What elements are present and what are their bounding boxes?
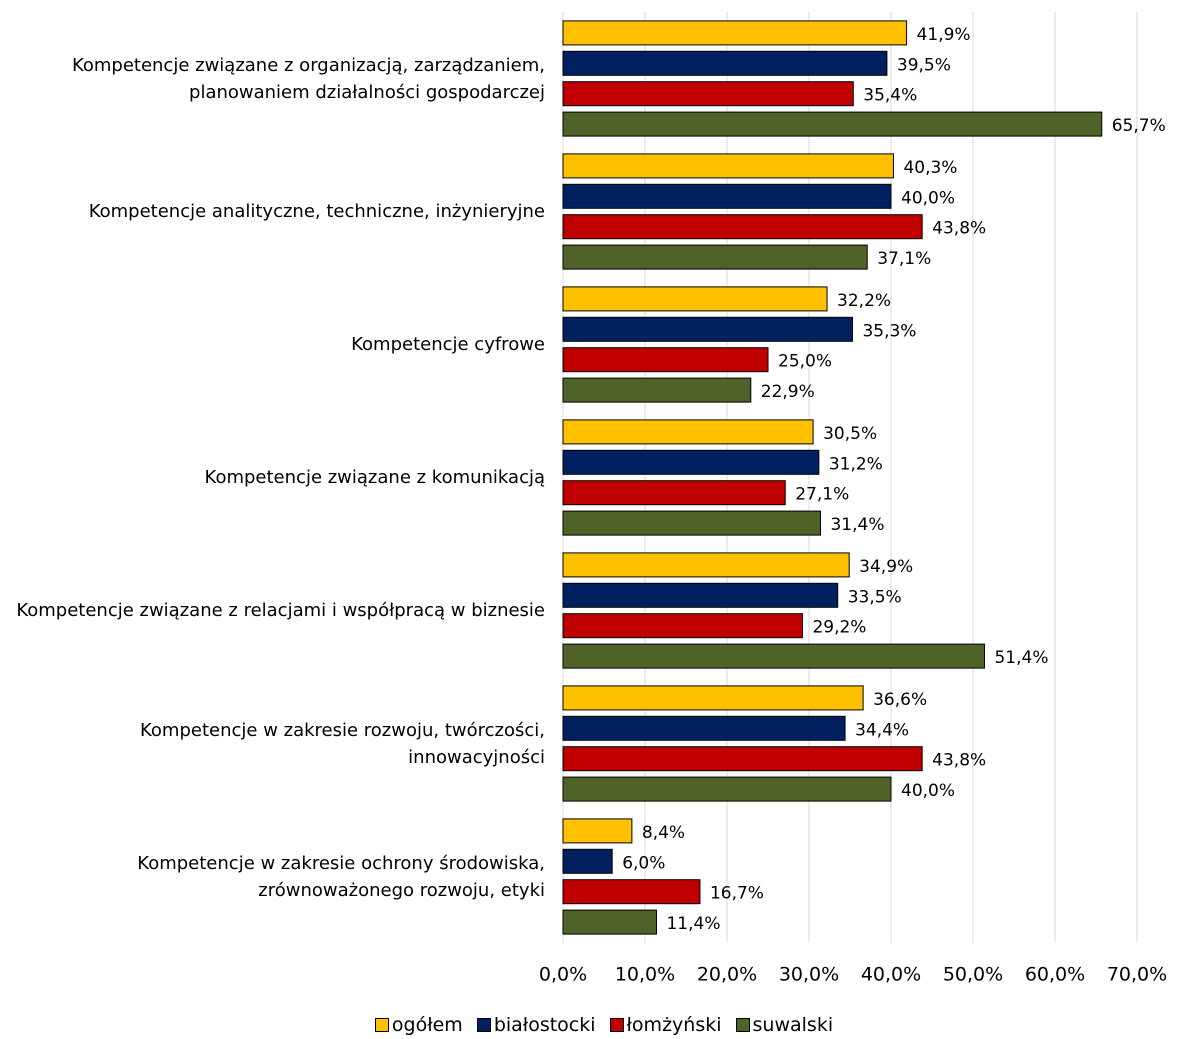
value-label: 30,5% <box>823 424 877 444</box>
legend-swatch <box>476 1018 491 1032</box>
bar <box>562 613 803 639</box>
value-label: 41,9% <box>917 25 971 45</box>
bar <box>562 244 868 270</box>
x-tick-label: 0,0% <box>539 964 587 986</box>
legend-swatch <box>735 1018 750 1032</box>
legend-item: łomżyński <box>609 1014 722 1036</box>
legend-label: ogółem <box>391 1014 463 1036</box>
category-label: Kompetencje w zakresie ochrony środowisk… <box>137 852 545 901</box>
bar <box>562 715 846 741</box>
bar <box>562 347 769 373</box>
value-label: 31,4% <box>830 515 884 535</box>
x-tick-label: 40,0% <box>861 964 921 986</box>
x-tick-label: 60,0% <box>1025 964 1085 986</box>
bar <box>562 214 923 240</box>
legend-label: suwalski <box>752 1014 834 1036</box>
category-label: Kompetencje analityczne, techniczne, inż… <box>88 201 545 222</box>
value-label: 40,3% <box>903 158 957 178</box>
bar <box>562 848 613 874</box>
legend-item: ogółem <box>374 1014 463 1036</box>
bar <box>562 50 888 76</box>
x-tick-label: 20,0% <box>697 964 757 986</box>
value-label: 65,7% <box>1112 116 1166 136</box>
bar <box>562 582 839 608</box>
legend-swatch <box>609 1018 624 1032</box>
bar <box>562 449 820 475</box>
value-label: 33,5% <box>848 587 902 607</box>
value-label: 31,2% <box>829 454 883 474</box>
bar <box>562 81 854 107</box>
value-label: 22,9% <box>761 382 815 402</box>
legend: ogółem białostocki łomżyński suwalski <box>0 1014 1183 1036</box>
legend-label: łomżyński <box>626 1014 722 1036</box>
bar <box>562 111 1103 137</box>
value-label: 16,7% <box>710 884 764 904</box>
category-label: Kompetencje związane z organizacją, zarz… <box>71 54 545 103</box>
bar <box>562 316 853 342</box>
x-tick-label: 30,0% <box>779 964 839 986</box>
bar <box>562 818 633 844</box>
value-label: 43,8% <box>932 219 986 239</box>
bar <box>562 286 828 312</box>
bar <box>562 643 985 669</box>
value-label: 35,3% <box>862 321 916 341</box>
value-label: 8,4% <box>642 823 685 843</box>
legend-label: białostocki <box>493 1014 596 1036</box>
value-label: 51,4% <box>994 648 1048 668</box>
value-label: 11,4% <box>666 914 720 934</box>
legend-item: suwalski <box>735 1014 834 1036</box>
bar <box>562 746 923 772</box>
bar <box>562 909 657 935</box>
value-label: 40,0% <box>901 781 955 801</box>
legend-swatch <box>374 1018 389 1032</box>
bar <box>562 510 821 536</box>
value-label: 6,0% <box>622 853 665 873</box>
category-label: Kompetencje związane z relacjami i współ… <box>16 600 545 621</box>
value-label: 39,5% <box>897 55 951 75</box>
x-tick-label: 10,0% <box>615 964 675 986</box>
category-label: Kompetencje w zakresie rozwoju, twórczoś… <box>140 719 545 768</box>
value-label: 34,4% <box>855 720 909 740</box>
value-label: 25,0% <box>778 352 832 372</box>
value-label: 32,2% <box>837 291 891 311</box>
value-label: 27,1% <box>795 485 849 505</box>
x-tick-label: 70,0% <box>1107 964 1167 986</box>
bar <box>562 480 786 506</box>
value-label: 43,8% <box>932 751 986 771</box>
value-label: 40,0% <box>901 188 955 208</box>
value-label: 36,6% <box>873 690 927 710</box>
bar <box>562 20 908 46</box>
bar <box>562 552 850 578</box>
value-label: 29,2% <box>812 618 866 638</box>
value-label: 35,4% <box>863 86 917 106</box>
bar <box>562 377 752 403</box>
bar <box>562 153 894 179</box>
category-label: Kompetencje związane z komunikacją <box>204 467 545 488</box>
x-tick-label: 50,0% <box>943 964 1003 986</box>
value-label: 37,1% <box>877 249 931 269</box>
bar <box>562 685 864 711</box>
value-label: 34,9% <box>859 557 913 577</box>
legend-item: białostocki <box>476 1014 596 1036</box>
bar <box>562 419 814 445</box>
bar <box>562 776 892 802</box>
category-label: Kompetencje cyfrowe <box>351 334 545 355</box>
bar <box>562 879 701 905</box>
bar <box>562 183 892 209</box>
